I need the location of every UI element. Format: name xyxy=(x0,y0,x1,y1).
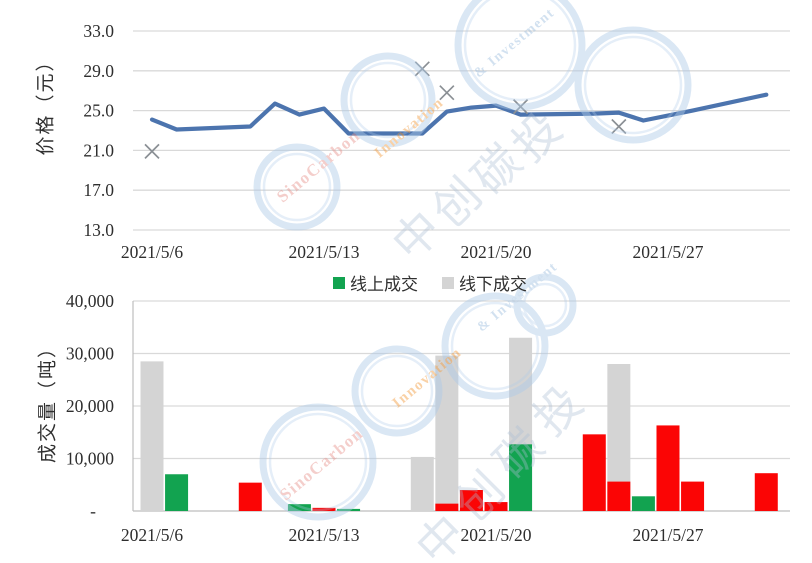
price-x-marker xyxy=(611,118,627,135)
offline-series-swatch-icon xyxy=(442,276,454,289)
price-chart: 33.0 29.0 25.0 21.0 17.0 13.0 2021/5/6 2021/5/1… xyxy=(83,21,790,262)
x-tick-label: 2021/5/6 xyxy=(121,242,183,262)
price-x-marker xyxy=(439,85,455,101)
volume-bar xyxy=(287,504,311,511)
volume-bar xyxy=(165,474,189,511)
price-line xyxy=(149,92,769,136)
price-x-marker xyxy=(414,61,430,77)
watermark-cn-char: 投 xyxy=(524,377,593,446)
volume-bar xyxy=(681,481,705,511)
price-x-marker xyxy=(144,143,160,159)
y-tick-label: 13.0 xyxy=(83,220,114,240)
volume-bar xyxy=(607,481,631,511)
x-tick-label: 2021/5/13 xyxy=(289,242,360,262)
watermark-cn-char: 碳 xyxy=(485,420,554,489)
volume-bar xyxy=(337,508,361,511)
volume-chart: 40,000 30,000 20,000 10,000 - 2021/5/6 2021/5/… xyxy=(66,291,790,545)
volume-bar xyxy=(410,456,434,511)
volume-bar xyxy=(656,425,680,511)
legend-label-offline: 线下成交 xyxy=(459,275,527,294)
volume-legend: 线上成交 线下成交 xyxy=(333,270,527,295)
volume-bar xyxy=(607,364,631,511)
y-tick-label: 20,000 xyxy=(66,396,114,416)
legend-item-offline: 线下成交 xyxy=(442,270,527,295)
volume-bar xyxy=(140,361,164,511)
volume-bar xyxy=(582,434,606,511)
x-tick-label: 2021/5/27 xyxy=(632,525,703,545)
x-tick-label: 2021/5/27 xyxy=(632,242,703,262)
volume-bar xyxy=(238,482,262,511)
y-tick-label: 30,000 xyxy=(66,344,114,364)
volume-bar xyxy=(631,496,655,511)
x-tick-label: 2021/5/13 xyxy=(289,525,360,545)
online-series-swatch-icon xyxy=(333,276,345,289)
y-tick-label: 10,000 xyxy=(66,449,114,469)
y-tick-label: 33.0 xyxy=(83,21,114,41)
volume-bar xyxy=(484,502,508,511)
volume-bar xyxy=(312,507,336,511)
y-tick-label: 40,000 xyxy=(66,291,114,311)
volume-bar xyxy=(435,503,459,511)
watermark-text: & Investment xyxy=(472,5,558,81)
x-tick-label: 2021/5/6 xyxy=(121,525,183,545)
x-tick-label: 2021/5/20 xyxy=(461,525,532,545)
y-tick-label: 29.0 xyxy=(83,61,114,81)
price-axis-title: 价格（元） xyxy=(35,50,57,156)
legend-label-online: 线上成交 xyxy=(350,275,418,294)
watermark-text: Innovation xyxy=(372,94,447,161)
y-tick-label: - xyxy=(90,501,96,521)
watermark-text: SinoCarbon xyxy=(276,423,367,504)
y-tick-label: 25.0 xyxy=(83,101,114,121)
volume-bar xyxy=(754,473,778,511)
volume-bar xyxy=(459,490,483,511)
legend-item-online: 线上成交 xyxy=(333,270,418,295)
y-tick-label: 17.0 xyxy=(83,180,114,200)
x-tick-label: 2021/5/20 xyxy=(461,242,532,262)
y-tick-label: 21.0 xyxy=(83,140,114,160)
volume-axis-title: 成交量（吨） xyxy=(37,336,59,464)
price-x-marker xyxy=(512,99,529,115)
volume-bar xyxy=(435,355,459,511)
watermark-text: SinoCarbon xyxy=(273,125,364,206)
volume-bar xyxy=(509,444,533,511)
